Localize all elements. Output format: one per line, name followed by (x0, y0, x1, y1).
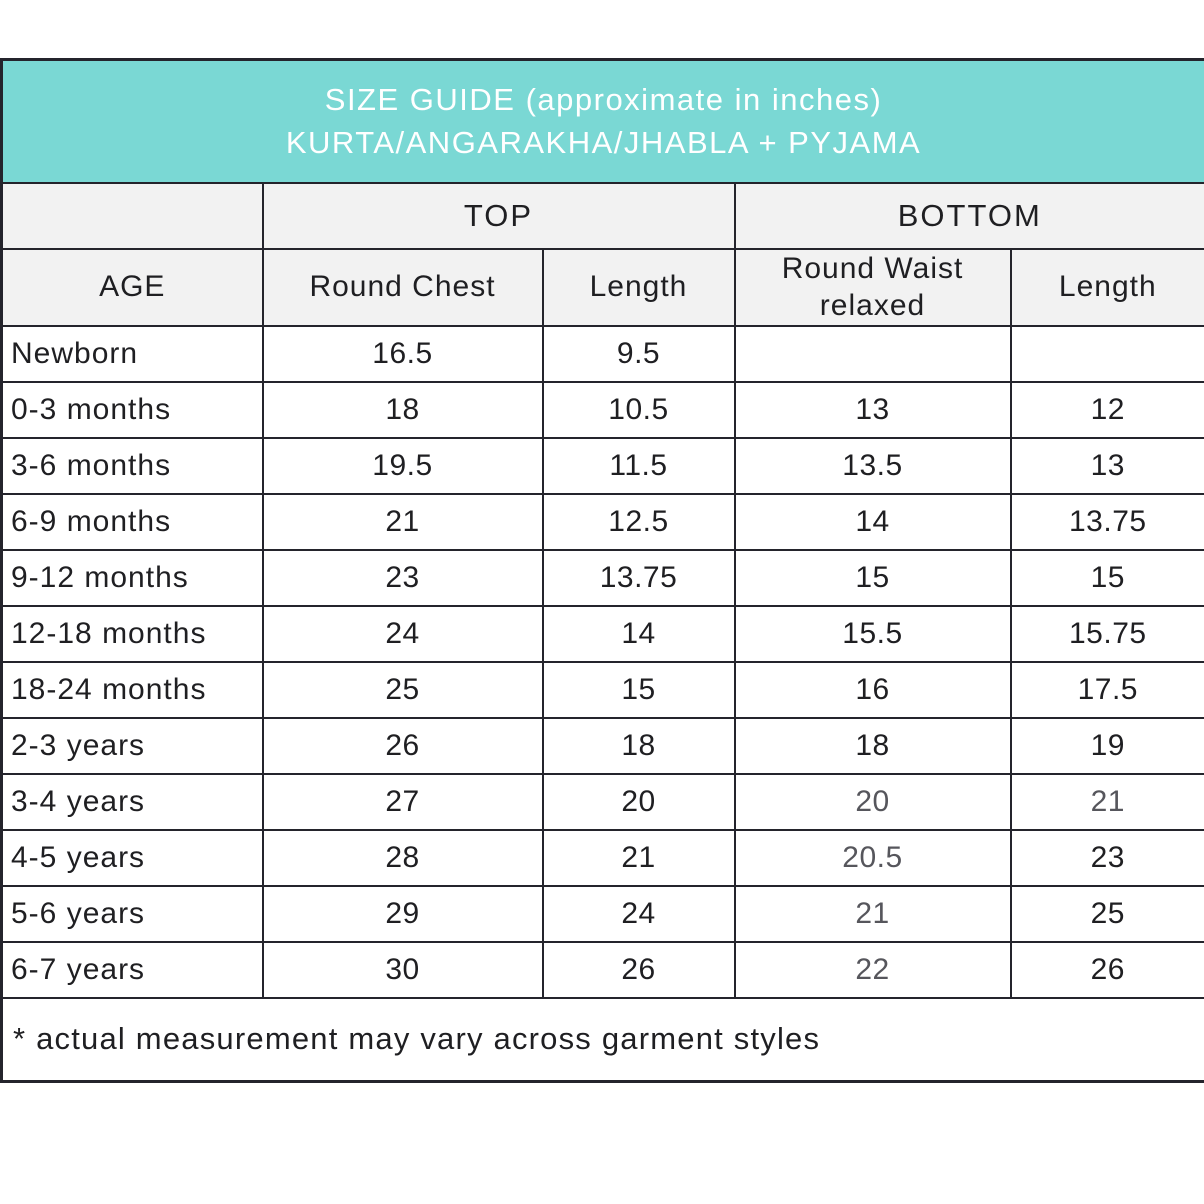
value-cell: 12.5 (541, 492, 736, 551)
value-cell: 25 (1009, 884, 1204, 943)
age-cell: 18-24 months (0, 660, 264, 719)
group-header-bottom: BOTTOM (733, 181, 1204, 250)
value-cell: 21 (1009, 772, 1204, 831)
value-cell: 13 (1009, 436, 1204, 495)
column-header-round-waist: Round Waist relaxed (733, 247, 1012, 327)
value-cell: 14 (541, 604, 736, 663)
column-header-top-length: Length (541, 247, 736, 327)
value-cell: 29 (261, 884, 544, 943)
value-cell: 23 (1009, 828, 1204, 887)
age-cell: 2-3 years (0, 716, 264, 775)
value-cell: 22 (733, 940, 1012, 999)
table-row: 6-9 months 21 12.5 14 13.75 (0, 492, 1204, 551)
age-cell: 3-6 months (0, 436, 264, 495)
value-cell: 28 (261, 828, 544, 887)
value-cell: 13.75 (541, 548, 736, 607)
value-cell: 24 (541, 884, 736, 943)
value-cell: 12 (1009, 380, 1204, 439)
age-cell: 3-4 years (0, 772, 264, 831)
value-cell: 11.5 (541, 436, 736, 495)
title-line-1: SIZE GUIDE (approximate in inches) (324, 82, 883, 118)
footnote-row: * actual measurement may vary across gar… (0, 996, 1204, 1083)
table-body: Newborn 16.5 9.5 0-3 months 18 10.5 13 1… (0, 324, 1204, 999)
age-cell: 9-12 months (0, 548, 264, 607)
table-row: 6-7 years 30 26 22 26 (0, 940, 1204, 999)
column-header-round-chest: Round Chest (261, 247, 544, 327)
value-cell: 20 (541, 772, 736, 831)
footnote: * actual measurement may vary across gar… (0, 996, 1204, 1083)
value-cell: 20 (733, 772, 1012, 831)
group-header-row: TOP BOTTOM (0, 181, 1204, 250)
value-cell: 26 (1009, 940, 1204, 999)
value-cell: 13.75 (1009, 492, 1204, 551)
age-cell: 12-18 months (0, 604, 264, 663)
age-cell: 6-7 years (0, 940, 264, 999)
value-cell: 16.5 (261, 324, 544, 383)
value-cell: 16 (733, 660, 1012, 719)
table-row: 2-3 years 26 18 18 19 (0, 716, 1204, 775)
value-cell: 15.5 (733, 604, 1012, 663)
table-row: 12-18 months 24 14 15.5 15.75 (0, 604, 1204, 663)
group-header-top: TOP (261, 181, 736, 250)
value-cell: 25 (261, 660, 544, 719)
value-cell: 21 (733, 884, 1012, 943)
size-guide-table: SIZE GUIDE (approximate in inches) KURTA… (0, 58, 1204, 1083)
value-cell: 17.5 (1009, 660, 1204, 719)
table-row: 3-6 months 19.5 11.5 13.5 13 (0, 436, 1204, 495)
value-cell: 18 (541, 716, 736, 775)
value-cell: 20.5 (733, 828, 1012, 887)
table-row: 3-4 years 27 20 20 21 (0, 772, 1204, 831)
age-cell: 6-9 months (0, 492, 264, 551)
age-cell: Newborn (0, 324, 264, 383)
column-header-round-waist-label: Round Waist relaxed (781, 252, 964, 322)
table-row: 5-6 years 29 24 21 25 (0, 884, 1204, 943)
value-cell: 10.5 (541, 380, 736, 439)
value-cell: 15 (541, 660, 736, 719)
value-cell: 26 (541, 940, 736, 999)
value-cell: 13.5 (733, 436, 1012, 495)
value-cell: 19 (1009, 716, 1204, 775)
value-cell (733, 324, 1012, 383)
value-cell: 18 (733, 716, 1012, 775)
value-cell: 26 (261, 716, 544, 775)
value-cell: 15 (733, 548, 1012, 607)
value-cell: 13 (733, 380, 1012, 439)
table-row: 18-24 months 25 15 16 17.5 (0, 660, 1204, 719)
title-line-2: KURTA/ANGARAKHA/JHABLA + PYJAMA (285, 125, 922, 161)
value-cell: 30 (261, 940, 544, 999)
value-cell: 21 (261, 492, 544, 551)
value-cell: 24 (261, 604, 544, 663)
value-cell: 19.5 (261, 436, 544, 495)
value-cell (1009, 324, 1204, 383)
age-cell: 4-5 years (0, 828, 264, 887)
size-guide-page: SIZE GUIDE (approximate in inches) KURTA… (0, 58, 1204, 1083)
value-cell: 15.75 (1009, 604, 1204, 663)
value-cell: 9.5 (541, 324, 736, 383)
value-cell: 23 (261, 548, 544, 607)
value-cell: 18 (261, 380, 544, 439)
title-banner-row: SIZE GUIDE (approximate in inches) KURTA… (0, 58, 1204, 184)
age-cell: 5-6 years (0, 884, 264, 943)
column-header-age: AGE (0, 247, 264, 327)
table-row: 9-12 months 23 13.75 15 15 (0, 548, 1204, 607)
value-cell: 15 (1009, 548, 1204, 607)
column-header-bottom-length: Length (1009, 247, 1204, 327)
value-cell: 14 (733, 492, 1012, 551)
table-row: Newborn 16.5 9.5 (0, 324, 1204, 383)
value-cell: 27 (261, 772, 544, 831)
table-row: 0-3 months 18 10.5 13 12 (0, 380, 1204, 439)
value-cell: 21 (541, 828, 736, 887)
table-title-banner: SIZE GUIDE (approximate in inches) KURTA… (0, 58, 1204, 184)
group-header-spacer (0, 181, 264, 250)
table-row: 4-5 years 28 21 20.5 23 (0, 828, 1204, 887)
column-header-row: AGE Round Chest Length Round Waist relax… (0, 247, 1204, 327)
age-cell: 0-3 months (0, 380, 264, 439)
